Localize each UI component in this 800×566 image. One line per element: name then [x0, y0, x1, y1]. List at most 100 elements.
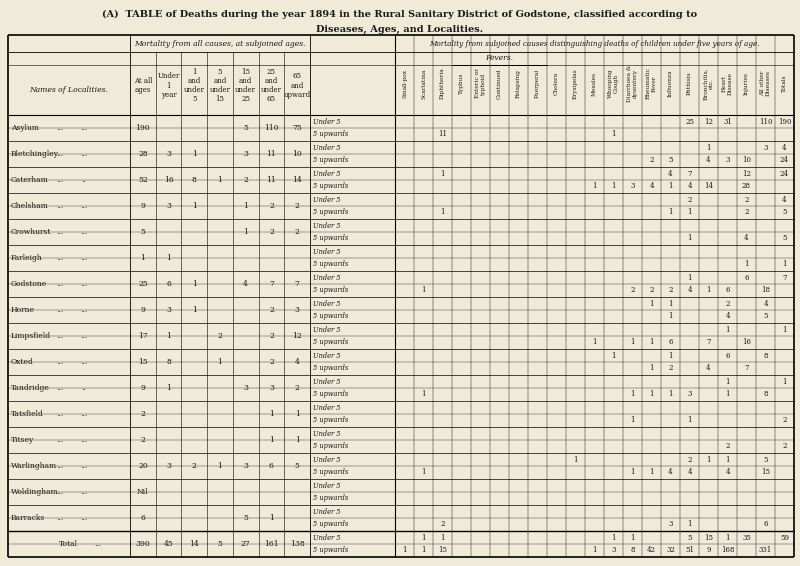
Text: 3: 3 [166, 306, 171, 314]
Text: 7: 7 [706, 338, 710, 346]
Text: 1: 1 [592, 547, 597, 555]
Text: 1: 1 [422, 286, 426, 294]
Text: 2: 2 [687, 456, 692, 464]
Text: 4: 4 [782, 195, 786, 204]
Text: 12: 12 [742, 169, 751, 178]
Text: Phthisis: Phthisis [687, 72, 692, 95]
Text: 4: 4 [687, 182, 692, 191]
Text: Diarrhoea &
dysentery: Diarrhoea & dysentery [627, 65, 638, 102]
Text: 331: 331 [759, 547, 772, 555]
Text: ...: ... [81, 228, 87, 236]
Text: 1: 1 [650, 299, 654, 307]
Text: Tandridge: Tandridge [11, 384, 50, 392]
Text: ..: .. [82, 384, 86, 392]
Text: 1: 1 [592, 338, 597, 346]
Text: 6: 6 [726, 286, 730, 294]
Text: ...: ... [81, 436, 87, 444]
Text: Under 5: Under 5 [313, 169, 341, 178]
Text: 9: 9 [141, 306, 146, 314]
Text: 18: 18 [761, 286, 770, 294]
Text: 5 upwards: 5 upwards [313, 365, 348, 372]
Text: ...: ... [57, 410, 63, 418]
Text: 3: 3 [166, 462, 171, 470]
Text: 9: 9 [141, 202, 146, 210]
Text: 4: 4 [687, 469, 692, 477]
Text: 1: 1 [706, 456, 710, 464]
Text: 2: 2 [782, 443, 786, 451]
Text: 75: 75 [292, 124, 302, 132]
Text: Farleigh: Farleigh [11, 254, 42, 262]
Text: 1: 1 [687, 417, 692, 424]
Text: 2: 2 [269, 332, 274, 340]
Text: 5: 5 [763, 312, 768, 320]
Text: 390: 390 [135, 540, 150, 548]
Text: 1: 1 [706, 286, 710, 294]
Text: 6: 6 [668, 338, 673, 346]
Text: Diphtheria: Diphtheria [440, 67, 445, 100]
Text: 6: 6 [763, 521, 768, 529]
Text: ...: ... [57, 124, 63, 132]
Text: 1: 1 [440, 208, 445, 217]
Text: 1: 1 [782, 325, 786, 333]
Text: 3: 3 [726, 157, 730, 165]
Text: 4: 4 [726, 469, 730, 477]
Text: 4: 4 [650, 182, 654, 191]
Text: 3: 3 [166, 202, 171, 210]
Text: 1: 1 [726, 378, 730, 385]
Text: 1: 1 [726, 456, 730, 464]
Text: 5 upwards: 5 upwards [313, 312, 348, 320]
Text: 1: 1 [294, 436, 299, 444]
Text: 2: 2 [294, 384, 299, 392]
Text: 5 upwards: 5 upwards [313, 417, 348, 424]
Text: ...: ... [57, 332, 63, 340]
Text: Mortality from all causes, at subjoined ages.: Mortality from all causes, at subjoined … [134, 40, 306, 48]
Text: 5: 5 [782, 234, 786, 242]
Text: 1: 1 [166, 254, 171, 262]
Text: 1: 1 [422, 391, 426, 398]
Text: 1: 1 [192, 280, 197, 288]
Text: 6: 6 [269, 462, 274, 470]
Text: 28: 28 [742, 182, 751, 191]
Text: Under 5: Under 5 [313, 118, 341, 126]
Text: Under 5: Under 5 [313, 404, 341, 411]
Text: 15: 15 [138, 358, 148, 366]
Text: 2: 2 [650, 157, 654, 165]
Text: 1: 1 [192, 202, 197, 210]
Text: ...: ... [81, 358, 87, 366]
Text: 110: 110 [758, 118, 772, 126]
Text: 1: 1 [166, 384, 171, 392]
Text: Heart
Disease: Heart Disease [722, 72, 733, 95]
Text: 5 upwards: 5 upwards [313, 338, 348, 346]
Text: ...: ... [57, 280, 63, 288]
Text: 1: 1 [218, 176, 222, 184]
Text: Barracks: Barracks [11, 514, 46, 522]
Text: 2: 2 [269, 228, 274, 236]
Text: Limpsfield: Limpsfield [11, 332, 51, 340]
Text: 1: 1 [611, 351, 616, 359]
Text: 5: 5 [294, 462, 299, 470]
Text: 45: 45 [164, 540, 174, 548]
Text: ...: ... [81, 202, 87, 210]
Text: 16: 16 [164, 176, 174, 184]
Text: 6: 6 [726, 351, 730, 359]
Text: 1: 1 [687, 521, 692, 529]
Text: 27: 27 [241, 540, 250, 548]
Text: Chelsham: Chelsham [11, 202, 49, 210]
Text: Under 5: Under 5 [313, 247, 341, 255]
Text: ...: ... [81, 306, 87, 314]
Text: Rheumatic
Fever: Rheumatic Fever [646, 67, 657, 100]
Text: ...: ... [81, 280, 87, 288]
Text: 2: 2 [218, 332, 222, 340]
Text: 1: 1 [630, 338, 634, 346]
Text: 2: 2 [294, 228, 299, 236]
Text: 1: 1 [630, 534, 634, 542]
Text: 4: 4 [763, 299, 768, 307]
Text: 4: 4 [687, 286, 692, 294]
Text: Under 5: Under 5 [313, 299, 341, 307]
Text: Mortality from subjoined causes distinguishing deaths of children under five yea: Mortality from subjoined causes distingu… [430, 40, 760, 48]
Text: 9: 9 [141, 384, 146, 392]
Text: 5: 5 [243, 124, 248, 132]
Text: 1: 1 [687, 234, 692, 242]
Text: ...: ... [57, 514, 63, 522]
Text: ...: ... [57, 436, 63, 444]
